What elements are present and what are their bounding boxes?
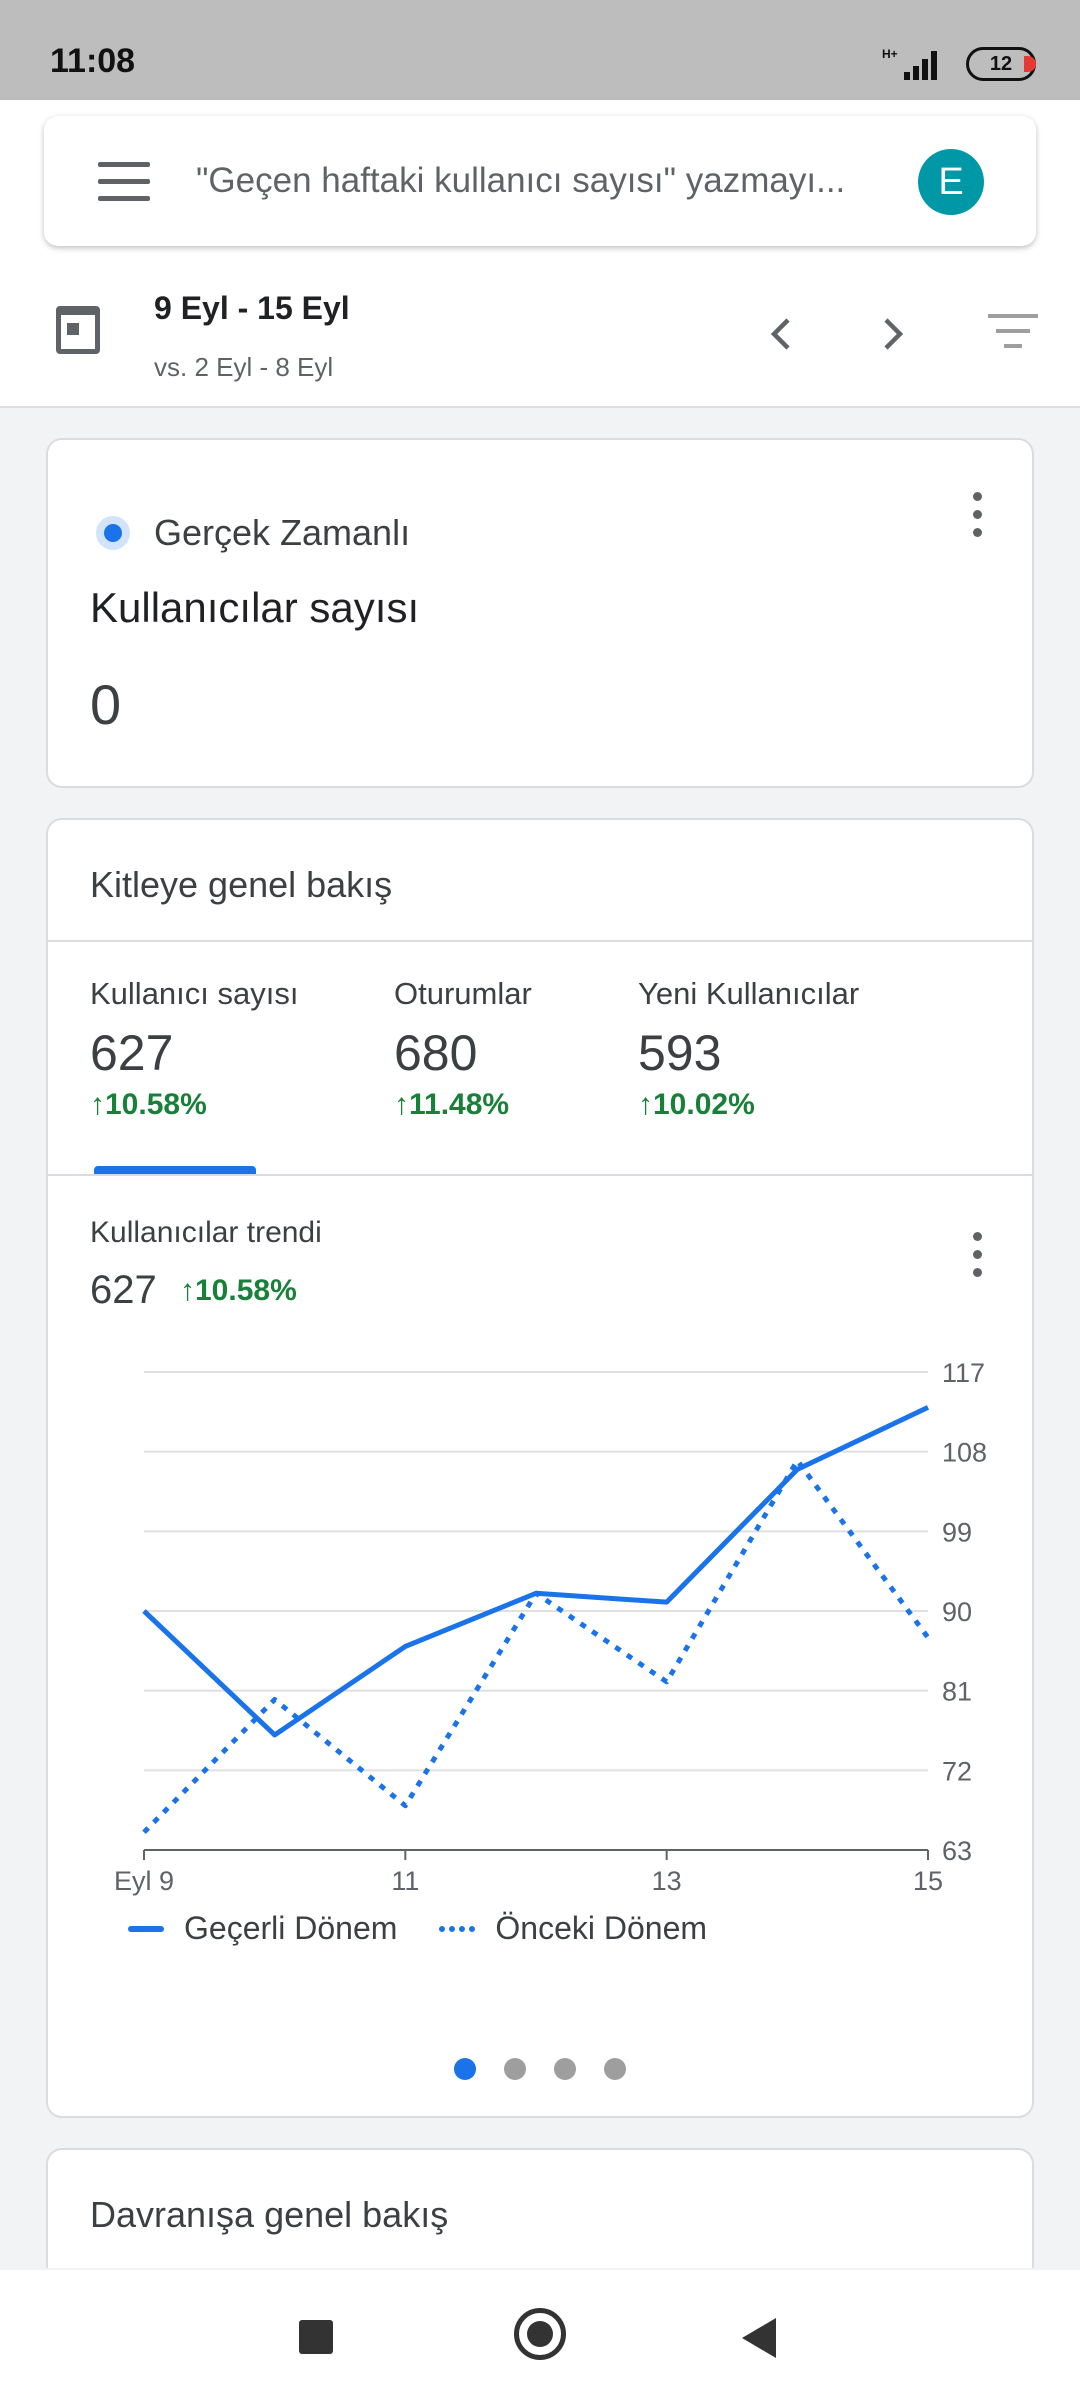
battery-level: 12 [989, 52, 1013, 75]
date-range-bar: 9 Eyl - 15 Eyl vs. 2 Eyl - 8 Eyl [0, 280, 1080, 390]
users-trend-chart[interactable]: 63 72 81 90 99 108 117 Eyl 9 11 13 15 [48, 1320, 1036, 1900]
metric-label: Oturumlar [394, 976, 532, 1011]
legend-item-current[interactable]: Geçerli Dönem [128, 1910, 397, 1947]
selected-metric-indicator [94, 1166, 256, 1174]
series-line-previous [142, 1458, 931, 1835]
trend-value: 627 [90, 1268, 157, 1312]
legend-dotted-line-icon [439, 1925, 476, 1932]
recents-icon[interactable] [299, 2320, 333, 2354]
divider [48, 1174, 1032, 1176]
x-tick-label: Eyl 9 [114, 1866, 174, 1896]
x-tick-label: 11 [391, 1866, 419, 1896]
arrow-up-icon: ↑ [638, 1088, 653, 1121]
pager-dot[interactable] [554, 2058, 576, 2080]
metric-change: 11.48% [409, 1088, 510, 1121]
series-line-current [142, 1405, 930, 1738]
status-bar: 11:08 H+ 12 [0, 0, 1080, 100]
date-range-current[interactable]: 9 Eyl - 15 Eyl [154, 290, 350, 326]
back-icon[interactable] [742, 2318, 776, 2358]
metric-value: 680 [394, 1025, 478, 1081]
arrow-up-icon: ↑ [90, 1088, 105, 1121]
chevron-left-icon[interactable] [762, 314, 802, 354]
legend-label-previous: Önceki Dönem [495, 1910, 708, 1946]
calendar-icon[interactable] [56, 306, 100, 354]
home-icon[interactable] [514, 2308, 566, 2360]
chart-legend: Geçerli Dönem Önceki Dönem [128, 1910, 749, 1947]
search-input[interactable]: "Geçen haftaki kullanıcı sayısı" yazmayı… [196, 161, 846, 200]
metric-sessions[interactable]: Oturumlar 680 ↑11.48% [394, 976, 532, 1122]
arrow-up-icon: ↑ [394, 1088, 409, 1121]
more-vert-icon[interactable] [971, 492, 983, 540]
behavior-overview-card[interactable]: Davranışa genel bakış [46, 2148, 1034, 2268]
audience-card-title: Kitleye genel bakış [90, 864, 393, 905]
trend-change: 10.58% [195, 1274, 297, 1307]
y-tick-label: 90 [942, 1597, 972, 1627]
arrow-up-icon: ↑ [180, 1274, 195, 1307]
realtime-indicator-icon [96, 516, 130, 550]
metric-value: 627 [90, 1025, 174, 1081]
status-time: 11:08 [50, 42, 136, 80]
realtime-card[interactable]: Gerçek Zamanlı Kullanıcılar sayısı 0 [46, 438, 1034, 788]
metric-value: 593 [638, 1025, 722, 1081]
search-bar[interactable]: "Geçen haftaki kullanıcı sayısı" yazmayı… [44, 116, 1036, 246]
system-nav-bar [0, 2270, 1080, 2400]
y-tick-label: 72 [942, 1756, 972, 1786]
pager-dot[interactable] [504, 2058, 526, 2080]
x-tick-label: 13 [652, 1866, 682, 1896]
divider [48, 940, 1032, 942]
metric-label: Yeni Kullanıcılar [638, 976, 860, 1011]
x-tick-label: 15 [913, 1866, 943, 1896]
metric-change: 10.58% [105, 1088, 207, 1121]
legend-solid-line-icon [128, 1925, 164, 1932]
y-tick-label: 99 [942, 1517, 972, 1547]
battery-icon: 12 [966, 47, 1036, 81]
status-icons: H+ 12 [882, 44, 1036, 84]
realtime-value: 0 [90, 673, 122, 736]
chevron-right-icon[interactable] [872, 314, 912, 354]
avatar[interactable]: E [918, 149, 984, 215]
legend-label-current: Geçerli Dönem [184, 1910, 398, 1946]
behavior-card-title: Davranışa genel bakış [90, 2194, 449, 2235]
metric-new-users[interactable]: Yeni Kullanıcılar 593 ↑10.02% [638, 976, 859, 1122]
metric-label: Kullanıcı sayısı [90, 976, 299, 1011]
y-tick-label: 81 [942, 1677, 972, 1707]
legend-item-previous[interactable]: Önceki Dönem [439, 1910, 707, 1947]
pager-dot-active[interactable] [454, 2058, 476, 2080]
network-type: H+ [882, 47, 898, 61]
metric-users[interactable]: Kullanıcı sayısı 627 ↑10.58% [90, 976, 298, 1122]
signal-icon: H+ [882, 47, 937, 80]
y-tick-label: 108 [942, 1438, 987, 1468]
audience-overview-card: Kitleye genel bakış Kullanıcı sayısı 627… [46, 818, 1034, 2118]
more-vert-icon[interactable] [971, 1232, 983, 1280]
y-tick-label: 63 [942, 1836, 972, 1866]
pager-dot[interactable] [604, 2058, 626, 2080]
carousel-pager [48, 2058, 1032, 2080]
realtime-title: Kullanıcılar sayısı [90, 584, 420, 631]
metric-change: 10.02% [653, 1088, 755, 1121]
menu-icon[interactable] [98, 162, 150, 201]
trend-label: Kullanıcılar trendi [90, 1216, 322, 1249]
realtime-label: Gerçek Zamanlı [154, 512, 411, 553]
filter-icon[interactable] [988, 314, 1038, 354]
y-tick-label: 117 [942, 1358, 985, 1388]
date-range-compare: vs. 2 Eyl - 8 Eyl [154, 352, 334, 382]
